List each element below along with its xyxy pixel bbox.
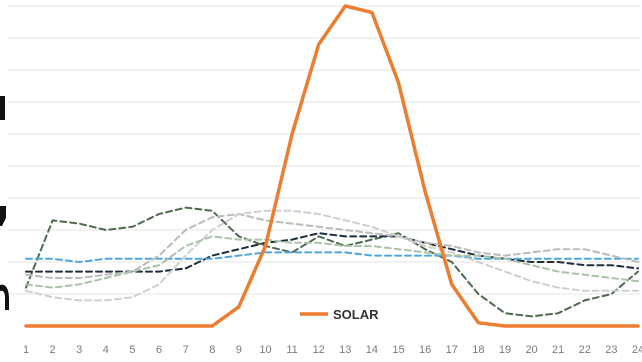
x-tick-label: 8: [209, 344, 215, 356]
x-tick-label: 13: [339, 344, 351, 356]
series-line-dashed: [25, 209, 639, 302]
x-tick-label: 6: [156, 344, 162, 356]
x-tick-label: 23: [605, 344, 617, 356]
x-tick-label: 22: [579, 344, 591, 356]
x-tick-label: 15: [392, 344, 404, 356]
series-line-dashed: [25, 206, 639, 318]
edge-glyph-fragment: [0, 96, 5, 120]
left-edge-glyphs: [0, 96, 9, 310]
x-tick-label: 7: [183, 344, 189, 356]
x-tick-label: 1: [23, 344, 29, 356]
x-tick-label: 12: [313, 344, 325, 356]
series-line-dashed: [25, 235, 639, 289]
x-tick-label: 24: [632, 344, 642, 356]
x-tick-label: 16: [419, 344, 431, 356]
series-line-dashed: [25, 251, 639, 263]
edge-glyph-fragment: [0, 284, 9, 310]
x-tick-label: 19: [499, 344, 511, 356]
edge-glyph-fragment: [0, 206, 6, 226]
x-tick-label: 10: [259, 344, 271, 356]
x-tick-label: 3: [76, 344, 82, 356]
x-axis: 1 2 3 4 5 6 7 8 9 10 11 12 13 14 15 16 17 18 19 20 21 22 23 24: [23, 344, 642, 356]
series-line-solar: [24, 4, 640, 328]
x-tick-label: 17: [446, 344, 458, 356]
legend-label-solar: SOLAR: [333, 307, 379, 322]
x-tick-label: 21: [552, 344, 564, 356]
x-tick-label: 18: [472, 344, 484, 356]
legend: SOLAR: [300, 307, 379, 322]
x-tick-label: 5: [129, 344, 135, 356]
x-tick-label: 2: [50, 344, 56, 356]
x-tick-label: 4: [103, 344, 109, 356]
x-tick-label: 9: [236, 344, 242, 356]
x-tick-label: 11: [286, 344, 297, 356]
x-tick-label: 20: [525, 344, 537, 356]
series-lines: [24, 4, 640, 328]
x-tick-label: 14: [366, 344, 378, 356]
